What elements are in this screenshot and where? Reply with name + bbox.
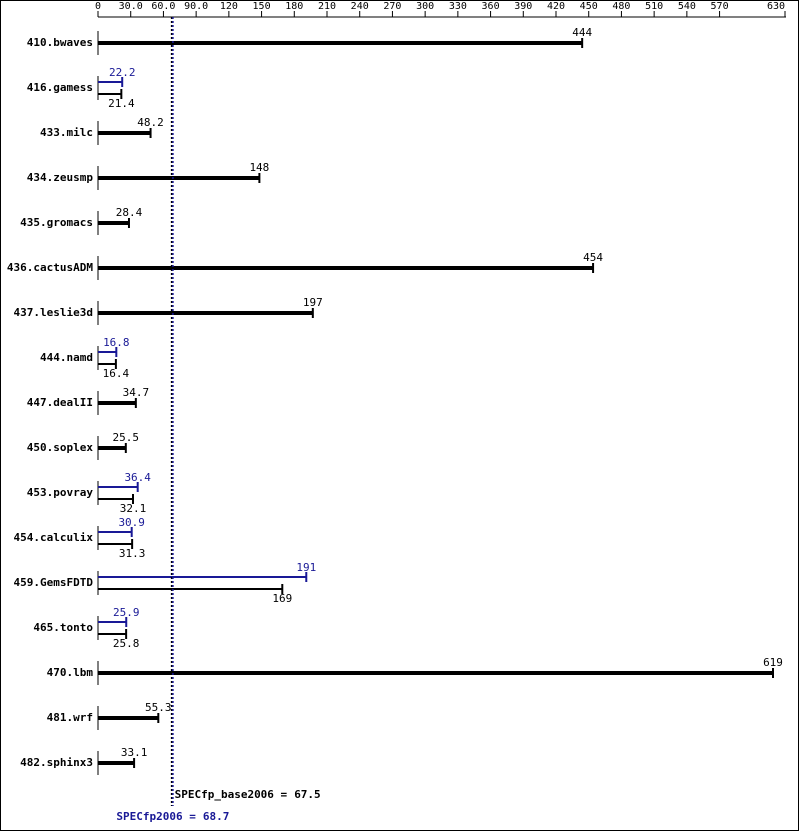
value-label: 25.5 xyxy=(113,431,140,444)
reference-value: 67.5 xyxy=(294,788,321,801)
reference-label: SPECfp_base2006 = 67.5 xyxy=(175,788,321,801)
value-label: 31.3 xyxy=(119,547,146,560)
value-label: 16.8 xyxy=(103,336,130,349)
x-tick-label: 210 xyxy=(318,1,336,12)
category-label: 459.GemsFDTD xyxy=(14,576,94,589)
category-label: 447.dealII xyxy=(27,396,93,409)
bar xyxy=(98,311,313,315)
category-label: 435.gromacs xyxy=(20,216,93,229)
x-tick-label: 420 xyxy=(547,1,565,12)
category-label: 470.lbm xyxy=(47,666,94,679)
reference-name: SPECfp_base2006 = xyxy=(175,788,288,801)
category-label: 410.bwaves xyxy=(27,36,93,49)
x-tick-label: 390 xyxy=(514,1,532,12)
bar xyxy=(98,81,123,83)
value-label: 25.9 xyxy=(113,606,140,619)
category-label: 450.soplex xyxy=(27,441,94,454)
x-tick-label: 330 xyxy=(449,1,467,12)
x-tick-label: 270 xyxy=(383,1,401,12)
x-tick-label: 120 xyxy=(220,1,238,12)
category-label: 436.cactusADM xyxy=(7,261,93,274)
x-tick-label: 480 xyxy=(612,1,630,12)
reference-value: 68.7 xyxy=(203,810,230,823)
category-label: 433.milc xyxy=(40,126,93,139)
value-label: 22.2 xyxy=(109,66,136,79)
value-label: 148 xyxy=(249,161,269,174)
x-tick-label: 150 xyxy=(253,1,271,12)
bar xyxy=(98,531,132,533)
category-label: 454.calculix xyxy=(14,531,94,544)
x-tick-label: 90.0 xyxy=(184,1,208,12)
value-label: 32.1 xyxy=(120,502,147,515)
value-label: 36.4 xyxy=(124,471,151,484)
x-tick-label: 450 xyxy=(580,1,598,12)
bar xyxy=(98,401,136,405)
bar xyxy=(98,498,134,500)
value-label: 33.1 xyxy=(121,746,148,759)
value-label: 30.9 xyxy=(118,516,145,529)
x-tick-label: 180 xyxy=(285,1,303,12)
x-tick-label: 60.0 xyxy=(151,1,175,12)
bar xyxy=(98,543,133,545)
category-label: 481.wrf xyxy=(47,711,93,724)
bar xyxy=(98,761,135,765)
reference-label: SPECfp2006 = 68.7 xyxy=(116,810,229,823)
value-label: 191 xyxy=(296,561,316,574)
value-label: 28.4 xyxy=(116,206,143,219)
category-label: 444.namd xyxy=(40,351,93,364)
bar xyxy=(98,41,583,45)
value-label: 55.3 xyxy=(145,701,172,714)
bar xyxy=(98,588,283,590)
x-tick-label: 570 xyxy=(711,1,729,12)
x-tick-label: 510 xyxy=(645,1,663,12)
value-label: 444 xyxy=(572,26,592,39)
bar xyxy=(98,486,138,488)
category-label: 482.sphinx3 xyxy=(20,756,93,769)
value-label: 25.8 xyxy=(113,637,140,650)
bar xyxy=(98,621,127,623)
reference-name: SPECfp2006 = xyxy=(116,810,196,823)
value-label: 197 xyxy=(303,296,323,309)
x-tick-label: 630 xyxy=(767,1,785,12)
bar xyxy=(98,633,127,635)
value-label: 454 xyxy=(583,251,603,264)
value-label: 21.4 xyxy=(108,97,135,110)
bar xyxy=(98,131,151,135)
category-label: 453.povray xyxy=(27,486,94,499)
bar xyxy=(98,716,159,720)
x-tick-label: 240 xyxy=(351,1,369,12)
value-label: 48.2 xyxy=(137,116,164,129)
category-label: 434.zeusmp xyxy=(27,171,94,184)
bar xyxy=(98,176,260,180)
category-label: 416.gamess xyxy=(27,81,93,94)
bar xyxy=(98,576,307,578)
category-label: 437.leslie3d xyxy=(14,306,93,319)
bar xyxy=(98,266,594,270)
value-label: 16.4 xyxy=(103,367,130,380)
category-label: 465.tonto xyxy=(33,621,93,634)
bar xyxy=(98,221,129,225)
x-tick-label: 0 xyxy=(95,1,101,12)
bar xyxy=(98,93,122,95)
x-tick-label: 300 xyxy=(416,1,434,12)
value-label: 169 xyxy=(272,592,292,605)
x-tick-label: 360 xyxy=(482,1,500,12)
x-tick-label: 540 xyxy=(678,1,696,12)
bar xyxy=(98,351,117,353)
x-tick-label: 30.0 xyxy=(119,1,143,12)
value-label: 619 xyxy=(763,656,783,669)
value-label: 34.7 xyxy=(123,386,150,399)
bar xyxy=(98,446,126,450)
bar xyxy=(98,671,774,675)
bar xyxy=(98,363,116,365)
